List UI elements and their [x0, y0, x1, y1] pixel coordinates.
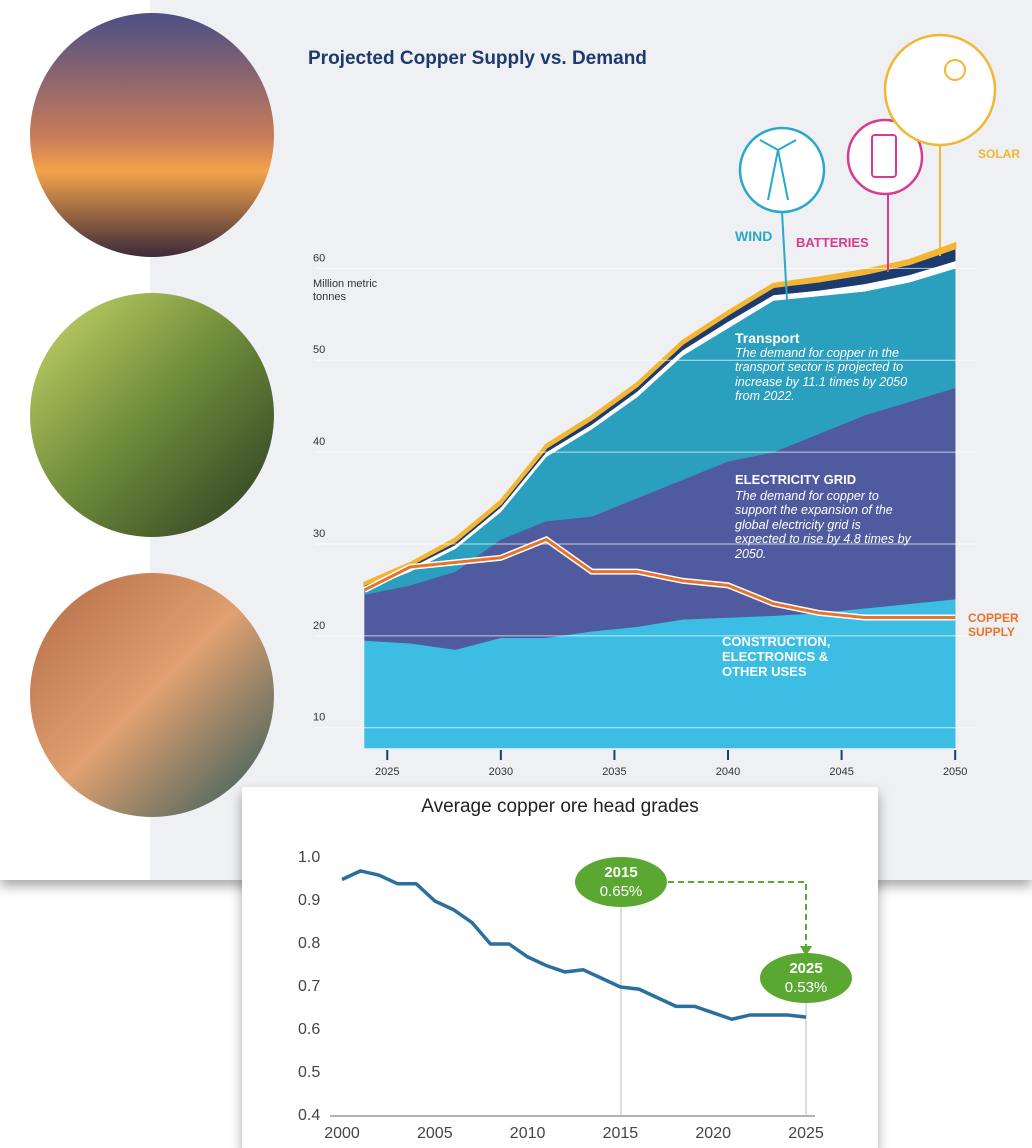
- y-tick-label: 0.4: [298, 1107, 320, 1124]
- x-tick-label: 2040: [716, 766, 740, 778]
- annotation-label: 2025: [789, 960, 822, 977]
- series-label: Transport: [735, 330, 915, 346]
- series-label: SOLAR: [978, 148, 1020, 162]
- x-tick-label: 2010: [510, 1125, 546, 1142]
- x-tick-label: 2045: [829, 766, 853, 778]
- photo-copper: [30, 573, 274, 817]
- y-tick-label: 40: [313, 436, 325, 448]
- chart-title: Average copper ore head grades: [421, 796, 698, 817]
- y-tick-label: 60: [313, 252, 325, 264]
- y-tick-label: 0.5: [298, 1064, 320, 1081]
- annotation-label: 2015: [604, 864, 637, 881]
- y-tick-label: 50: [313, 344, 325, 356]
- series-label: WIND: [735, 228, 772, 244]
- y-tick-label: 30: [313, 528, 325, 540]
- x-tick-label: 2030: [489, 766, 513, 778]
- series-label: BATTERIES: [796, 236, 869, 251]
- x-tick-label: 2025: [375, 766, 399, 778]
- x-tick-label: 2025: [788, 1125, 824, 1142]
- x-tick-label: 2005: [417, 1125, 453, 1142]
- x-tick-label: 2020: [695, 1125, 731, 1142]
- series-description: The demand for copper in the transport s…: [735, 346, 913, 404]
- series-label: ELECTRICITY GRID: [735, 473, 915, 488]
- page: 102030405060202520302035204020452050 Ave…: [0, 0, 1032, 1148]
- photo-wind: [30, 13, 274, 257]
- x-tick-label: 2050: [943, 766, 967, 778]
- annotation-text: 0.53%: [785, 979, 828, 996]
- canvas: 102030405060202520302035204020452050 Ave…: [0, 0, 1032, 1148]
- series-label: CONSTRUCTION, ELECTRONICS & OTHER USES: [722, 635, 847, 680]
- y-tick-label: 0.8: [298, 935, 320, 952]
- y-tick-label: 1.0: [298, 849, 320, 866]
- x-tick-label: 2000: [324, 1125, 360, 1142]
- x-tick-label: 2035: [602, 766, 626, 778]
- y-tick-label: 20: [313, 620, 325, 632]
- icon-solar: [885, 35, 995, 145]
- x-tick-label: 2015: [603, 1125, 639, 1142]
- y-tick-label: 0.9: [298, 892, 320, 909]
- series-label: COPPER SUPPLY: [968, 612, 1028, 640]
- y-tick-label: 10: [313, 712, 325, 724]
- photo-charger: [30, 293, 274, 537]
- annotation-text: 0.65%: [600, 883, 643, 900]
- y-axis-label: Million metric tonnes: [313, 278, 408, 303]
- series-description: The demand for copper to support the exp…: [735, 489, 913, 561]
- y-tick-label: 0.6: [298, 1021, 320, 1038]
- y-tick-label: 0.7: [298, 978, 320, 995]
- chart-title: Projected Copper Supply vs. Demand: [308, 48, 647, 70]
